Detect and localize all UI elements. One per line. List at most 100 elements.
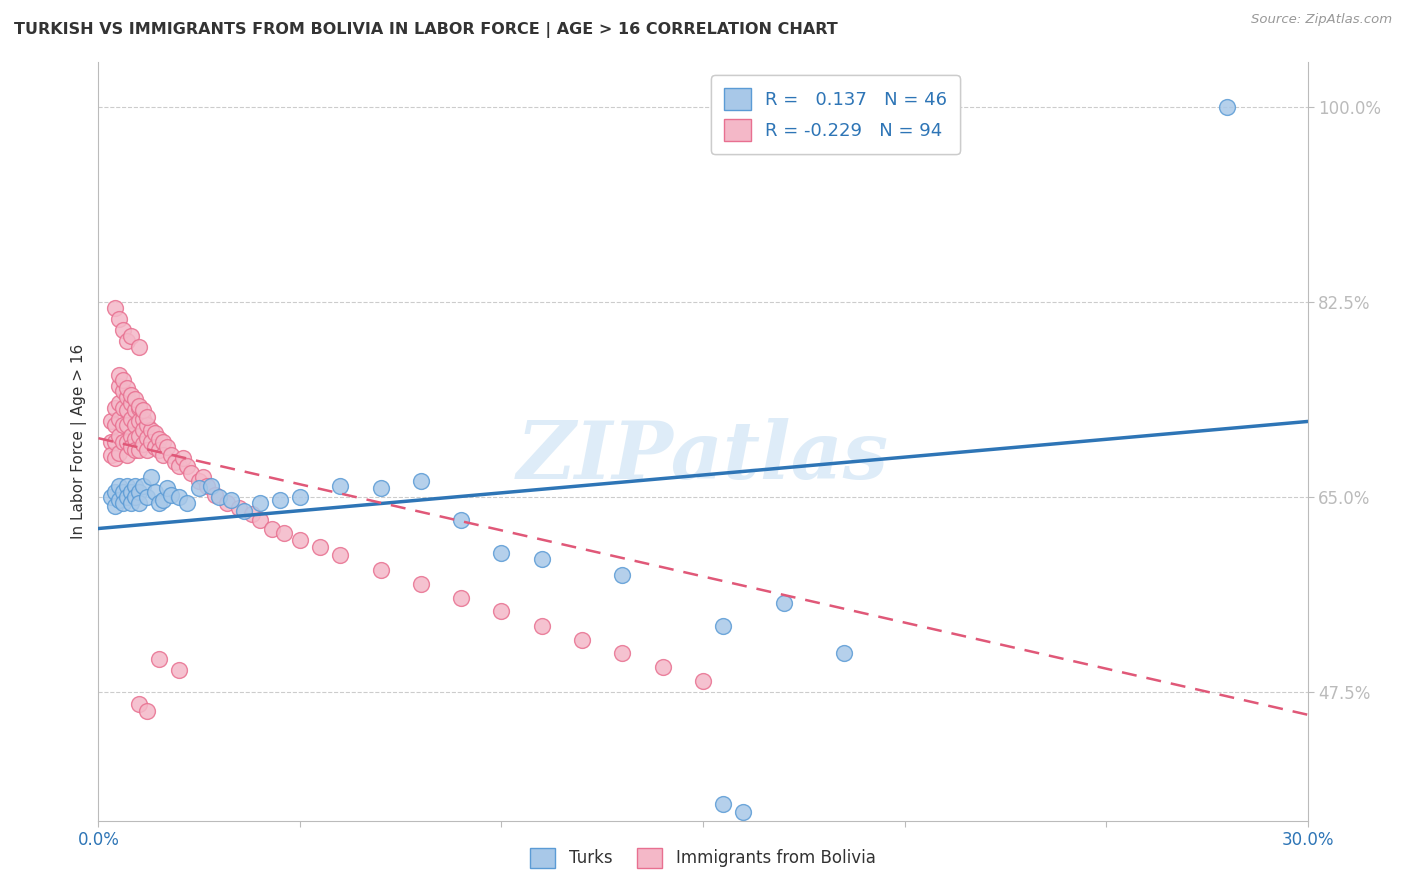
Point <box>135 410 157 425</box>
Point <box>120 440 142 454</box>
Point <box>163 454 186 468</box>
Point <box>107 368 129 382</box>
Point <box>491 546 513 560</box>
Point <box>160 448 183 462</box>
Point <box>128 401 150 416</box>
Point <box>107 395 129 409</box>
Point <box>107 311 129 326</box>
Point <box>115 479 138 493</box>
Point <box>111 434 134 449</box>
Point <box>135 417 157 432</box>
Point <box>180 466 202 480</box>
Point <box>115 381 138 395</box>
Point <box>111 323 134 337</box>
Point <box>409 577 432 591</box>
Point <box>148 433 170 447</box>
Point <box>124 479 146 493</box>
Point <box>139 424 162 438</box>
Point <box>111 384 134 399</box>
Point <box>571 633 593 648</box>
Legend: R =   0.137   N = 46, R = -0.229   N = 94: R = 0.137 N = 46, R = -0.229 N = 94 <box>711 75 960 153</box>
Point <box>491 604 513 618</box>
Point <box>103 301 125 315</box>
Point <box>120 387 142 401</box>
Point <box>232 503 254 517</box>
Point <box>128 399 150 413</box>
Point <box>103 451 125 466</box>
Y-axis label: In Labor Force | Age > 16: In Labor Force | Age > 16 <box>72 344 87 539</box>
Point <box>115 434 138 449</box>
Point <box>100 414 122 429</box>
Point <box>176 496 198 510</box>
Point <box>132 436 155 450</box>
Point <box>269 492 291 507</box>
Point <box>100 434 122 449</box>
Point <box>120 496 142 510</box>
Point <box>195 479 218 493</box>
Point <box>135 431 157 445</box>
Point <box>115 334 138 348</box>
Point <box>530 618 553 632</box>
Point <box>124 443 146 458</box>
Point <box>128 429 150 443</box>
Point <box>128 414 150 429</box>
Point <box>148 443 170 458</box>
Point <box>148 496 170 510</box>
Point <box>111 496 134 510</box>
Point <box>188 481 211 495</box>
Point <box>692 674 714 689</box>
Point <box>148 652 170 666</box>
Point <box>107 492 129 507</box>
Point <box>128 496 150 510</box>
Point <box>249 496 271 510</box>
Point <box>107 446 129 460</box>
Legend: Turks, Immigrants from Bolivia: Turks, Immigrants from Bolivia <box>524 841 882 875</box>
Point <box>128 484 150 499</box>
Point <box>124 417 146 432</box>
Point <box>120 429 142 443</box>
Point <box>139 470 162 484</box>
Point <box>120 412 142 426</box>
Point <box>612 646 634 660</box>
Point <box>115 417 138 432</box>
Point <box>711 797 734 811</box>
Point <box>152 492 174 507</box>
Point <box>103 499 125 513</box>
Text: ZIPatlas: ZIPatlas <box>517 418 889 495</box>
Point <box>111 417 134 432</box>
Point <box>309 541 332 555</box>
Point <box>135 704 157 718</box>
Point <box>107 479 129 493</box>
Point <box>124 403 146 417</box>
Text: TURKISH VS IMMIGRANTS FROM BOLIVIA IN LABOR FORCE | AGE > 16 CORRELATION CHART: TURKISH VS IMMIGRANTS FROM BOLIVIA IN LA… <box>14 22 838 38</box>
Point <box>103 484 125 499</box>
Point <box>128 697 150 711</box>
Point <box>120 395 142 409</box>
Point <box>409 474 432 488</box>
Point <box>128 443 150 458</box>
Point <box>103 417 125 432</box>
Point <box>103 434 125 449</box>
Point <box>156 440 179 454</box>
Point <box>273 526 295 541</box>
Point <box>135 443 157 458</box>
Point <box>240 507 263 521</box>
Point <box>651 660 673 674</box>
Point <box>200 479 222 493</box>
Point <box>143 440 166 454</box>
Point <box>132 403 155 417</box>
Point <box>711 618 734 632</box>
Point <box>329 479 352 493</box>
Point <box>124 433 146 447</box>
Point <box>167 663 190 677</box>
Point <box>120 328 142 343</box>
Point <box>176 458 198 473</box>
Point <box>124 490 146 504</box>
Point <box>103 401 125 416</box>
Point <box>204 488 226 502</box>
Point <box>772 596 794 610</box>
Point <box>260 521 283 535</box>
Point <box>167 458 190 473</box>
Point <box>152 448 174 462</box>
Point <box>128 340 150 354</box>
